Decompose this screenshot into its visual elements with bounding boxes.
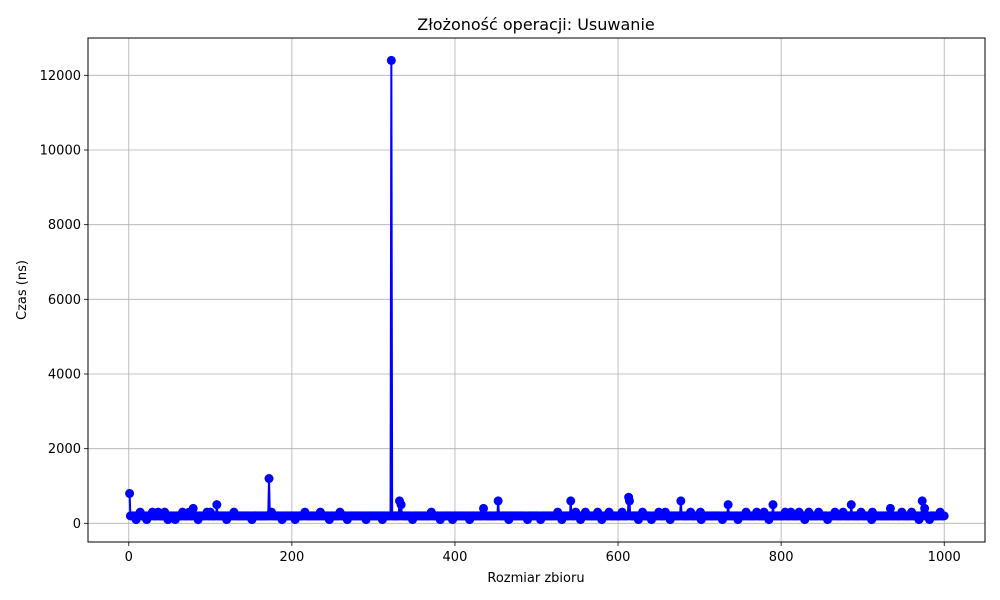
x-axis-label: Rozmiar zbioru bbox=[487, 571, 584, 586]
data-point bbox=[125, 489, 134, 498]
x-tick-label: 200 bbox=[279, 550, 304, 565]
data-point bbox=[940, 511, 949, 520]
y-tick-label: 2000 bbox=[48, 442, 81, 457]
data-point bbox=[768, 500, 777, 509]
data-point bbox=[676, 496, 685, 505]
y-tick-label: 8000 bbox=[48, 218, 81, 233]
x-tick-label: 600 bbox=[606, 550, 631, 565]
data-point bbox=[397, 500, 406, 509]
data-point bbox=[212, 500, 221, 509]
data-point bbox=[387, 56, 396, 65]
chart-title: Złożoność operacji: Usuwanie bbox=[417, 15, 654, 34]
x-tick-label: 400 bbox=[443, 550, 468, 565]
x-tick-label: 0 bbox=[125, 550, 133, 565]
y-tick-label: 4000 bbox=[48, 368, 81, 383]
y-tick-label: 6000 bbox=[48, 293, 81, 308]
x-tick-label: 1000 bbox=[928, 550, 961, 565]
data-point bbox=[625, 496, 634, 505]
y-tick-label: 10000 bbox=[40, 144, 81, 159]
data-point bbox=[847, 500, 856, 509]
y-tick-label: 12000 bbox=[40, 69, 81, 84]
x-tick-label: 800 bbox=[769, 550, 794, 565]
data-point bbox=[494, 496, 503, 505]
y-tick-label: 0 bbox=[73, 517, 81, 532]
data-point bbox=[724, 500, 733, 509]
data-point bbox=[566, 496, 575, 505]
data-point bbox=[265, 474, 274, 483]
y-axis-label: Czas (ns) bbox=[15, 260, 30, 320]
